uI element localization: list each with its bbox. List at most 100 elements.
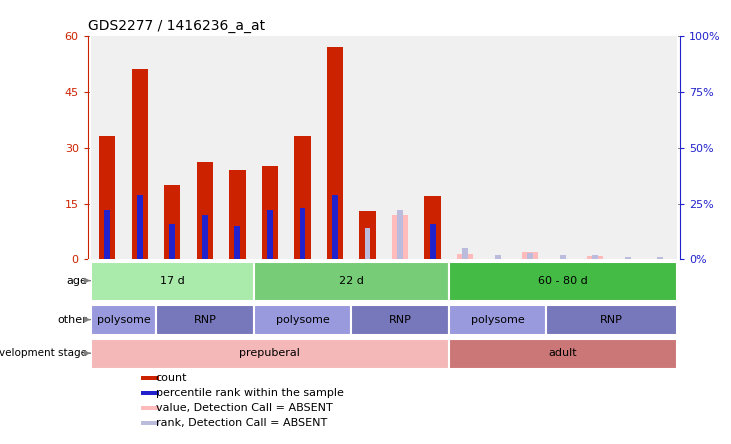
Bar — [482, 36, 514, 259]
Bar — [449, 36, 482, 259]
Bar — [156, 305, 254, 335]
Bar — [527, 253, 533, 259]
Text: RNP: RNP — [389, 315, 412, 325]
Bar — [295, 136, 311, 259]
Bar — [132, 69, 148, 259]
Text: RNP: RNP — [600, 315, 623, 325]
Bar — [105, 210, 110, 259]
Bar — [189, 36, 221, 259]
Bar — [392, 215, 408, 259]
Text: value, Detection Call = ABSENT: value, Detection Call = ABSENT — [156, 403, 333, 413]
Bar — [221, 36, 254, 259]
Bar — [141, 421, 159, 425]
Bar — [351, 36, 384, 259]
Text: prepuberal: prepuberal — [240, 348, 300, 358]
Bar — [327, 47, 343, 259]
Bar — [91, 36, 124, 259]
Bar — [132, 69, 148, 259]
Bar — [547, 36, 579, 259]
Text: polysome: polysome — [471, 315, 525, 325]
Bar — [230, 170, 246, 259]
Bar — [365, 228, 371, 259]
Bar — [137, 194, 143, 259]
Bar — [124, 36, 156, 259]
Bar — [91, 339, 449, 369]
Bar — [657, 257, 663, 259]
Bar — [522, 252, 538, 259]
Bar — [141, 391, 159, 395]
Bar — [170, 224, 175, 259]
Bar — [91, 262, 254, 301]
Text: 22 d: 22 d — [338, 276, 364, 285]
Bar — [230, 170, 246, 259]
Bar — [587, 256, 603, 259]
Bar — [560, 255, 566, 259]
Bar — [235, 226, 240, 259]
Bar — [156, 36, 189, 259]
Bar — [587, 256, 603, 259]
Bar — [430, 224, 436, 259]
Bar — [360, 211, 376, 259]
Bar — [164, 185, 181, 259]
Bar — [254, 305, 351, 335]
Text: RNP: RNP — [194, 315, 216, 325]
Bar — [137, 194, 143, 259]
Bar — [425, 196, 441, 259]
Bar — [91, 305, 156, 335]
Bar — [495, 255, 501, 259]
Text: 17 d: 17 d — [160, 276, 185, 285]
Bar — [164, 185, 181, 259]
Bar — [99, 136, 115, 259]
Bar — [592, 255, 598, 259]
Bar — [141, 377, 159, 380]
Bar — [612, 36, 644, 259]
Bar — [579, 36, 612, 259]
Text: GDS2277 / 1416236_a_at: GDS2277 / 1416236_a_at — [88, 19, 265, 33]
Bar — [262, 166, 278, 259]
Bar — [197, 163, 213, 259]
Bar — [527, 253, 533, 259]
Text: percentile rank within the sample: percentile rank within the sample — [156, 388, 344, 398]
Bar — [384, 36, 417, 259]
Bar — [397, 210, 403, 259]
Bar — [286, 36, 319, 259]
Bar — [547, 305, 677, 335]
Bar — [267, 210, 273, 259]
Bar — [254, 262, 449, 301]
Bar — [197, 163, 213, 259]
Bar — [300, 208, 306, 259]
Bar — [430, 224, 436, 259]
Bar — [514, 36, 547, 259]
Bar — [267, 210, 273, 259]
Bar — [449, 339, 677, 369]
Bar — [457, 254, 473, 259]
Text: adult: adult — [548, 348, 577, 358]
Text: polysome: polysome — [276, 315, 330, 325]
Bar — [332, 194, 338, 259]
Bar — [170, 224, 175, 259]
Text: 60 - 80 d: 60 - 80 d — [538, 276, 588, 285]
Bar — [105, 210, 110, 259]
Text: other: other — [57, 315, 87, 325]
Bar — [449, 305, 547, 335]
Bar — [425, 196, 441, 259]
Bar — [462, 248, 468, 259]
Bar — [462, 248, 468, 259]
Bar — [327, 47, 343, 259]
Text: rank, Detection Call = ABSENT: rank, Detection Call = ABSENT — [156, 418, 327, 428]
Bar — [99, 136, 115, 259]
Bar — [625, 257, 631, 259]
Bar — [495, 255, 501, 259]
Bar — [360, 211, 376, 259]
Bar — [417, 36, 449, 259]
Bar — [449, 262, 677, 301]
Bar — [560, 255, 566, 259]
Bar — [351, 305, 449, 335]
Bar — [392, 215, 408, 259]
Bar — [644, 36, 677, 259]
Bar — [202, 215, 208, 259]
Bar — [319, 36, 351, 259]
Bar — [332, 194, 338, 259]
Bar — [295, 136, 311, 259]
Text: development stage: development stage — [0, 348, 87, 358]
